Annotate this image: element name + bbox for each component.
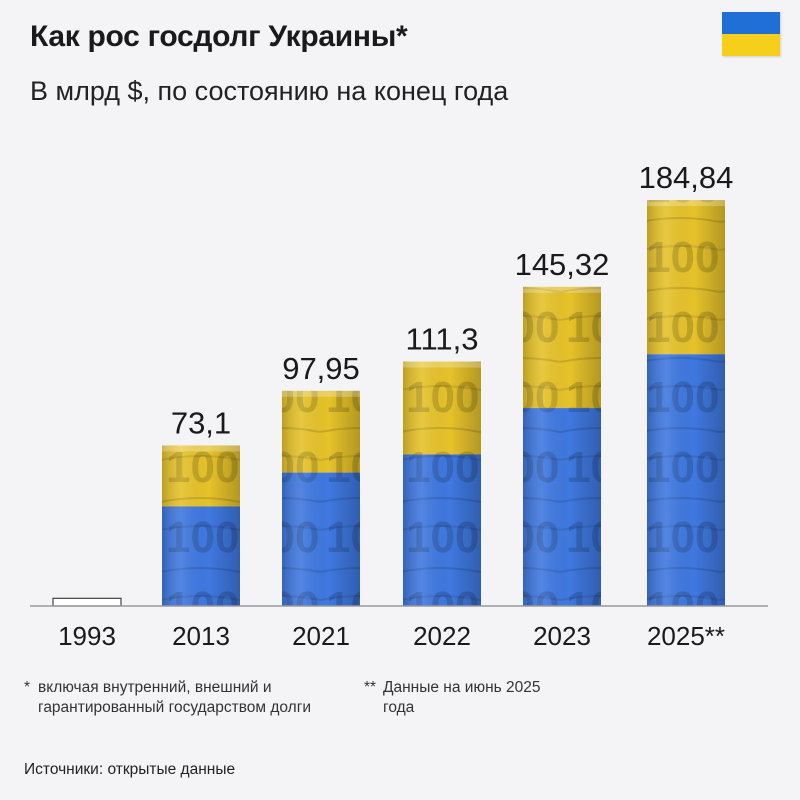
value-label-2025**: 184,84 xyxy=(639,160,734,195)
bar-2023 xyxy=(523,286,601,606)
value-label-2021: 97,95 xyxy=(282,351,360,386)
chart-subtitle: В млрд $, по состоянию на конец года xyxy=(30,76,509,106)
value-label-2013: 73,1 xyxy=(171,405,231,440)
category-label-2021: 2021 xyxy=(292,621,350,651)
bar-2013 xyxy=(162,445,240,606)
bar-2025** xyxy=(647,200,725,606)
flag-blue-stripe xyxy=(722,12,780,34)
bar-2021 xyxy=(282,390,360,606)
category-label-2022: 2022 xyxy=(413,621,471,651)
category-label-2025**: 2025** xyxy=(647,621,725,651)
category-label-1993: 1993 xyxy=(58,621,116,651)
footnote-2: ** Данные на июнь 2025 года xyxy=(364,678,564,718)
value-label-2022: 111,3 xyxy=(406,322,479,357)
footnote-1-text: включая внутренний, внешний и гарантиров… xyxy=(38,679,312,716)
footnote-2-text: Данные на июнь 2025 года xyxy=(383,679,541,716)
footnote-1: * включая внутренний, внешний и гарантир… xyxy=(24,678,314,718)
footnote-2-marker: ** xyxy=(364,679,377,696)
bar-1993 xyxy=(52,597,122,607)
ukraine-flag-icon xyxy=(722,12,780,56)
bar-2022 xyxy=(403,361,481,606)
value-label-2023: 145,32 xyxy=(515,247,610,282)
chart-title: Как рос госдолг Украины* xyxy=(30,20,408,53)
category-label-2023: 2023 xyxy=(533,621,591,651)
flag-yellow-stripe xyxy=(722,34,780,56)
source-note: Источники: открытые данные xyxy=(24,761,236,778)
category-label-2013: 2013 xyxy=(172,621,230,651)
footnote-1-marker: * xyxy=(24,679,31,696)
